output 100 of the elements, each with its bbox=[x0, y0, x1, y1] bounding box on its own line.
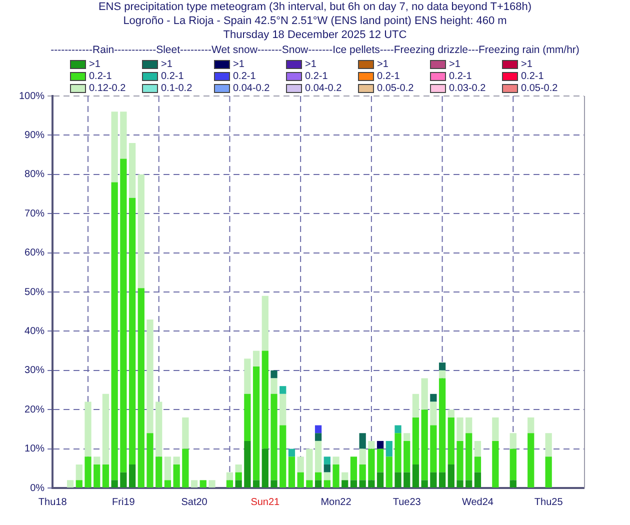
bar bbox=[111, 112, 118, 182]
bar bbox=[466, 417, 472, 434]
bar bbox=[448, 410, 454, 418]
legend-label: 0.12-0.2 bbox=[89, 82, 126, 94]
bar bbox=[280, 425, 286, 488]
legend-label: >1 bbox=[305, 58, 316, 70]
bar bbox=[466, 480, 472, 488]
bar bbox=[262, 448, 268, 488]
y-tick-label: 10% bbox=[24, 444, 45, 455]
bar bbox=[280, 386, 286, 394]
bar bbox=[288, 448, 296, 457]
bar bbox=[430, 425, 437, 472]
bar bbox=[262, 296, 268, 351]
bar bbox=[324, 472, 330, 480]
bar bbox=[332, 456, 340, 464]
x-tick-label: Mon22 bbox=[320, 496, 352, 508]
bar bbox=[368, 440, 375, 449]
bar bbox=[376, 448, 384, 472]
bar bbox=[394, 433, 402, 472]
legend-label: 0.05-0.2 bbox=[521, 82, 558, 94]
bar bbox=[262, 350, 268, 449]
bar bbox=[438, 472, 446, 488]
bar bbox=[421, 378, 428, 410]
bar bbox=[421, 480, 428, 488]
bar bbox=[173, 464, 180, 488]
bar bbox=[474, 456, 482, 472]
legend-label: >1 bbox=[377, 58, 388, 70]
bar bbox=[120, 112, 127, 159]
bar bbox=[270, 394, 278, 480]
legend-label: >1 bbox=[233, 58, 244, 70]
bar bbox=[66, 480, 74, 488]
bar bbox=[448, 417, 454, 464]
bar bbox=[342, 480, 348, 488]
legend-label: 0.2-1 bbox=[521, 70, 544, 82]
bar bbox=[156, 402, 162, 457]
bar bbox=[510, 448, 516, 480]
bar bbox=[190, 480, 198, 488]
legend-label: 0.2-1 bbox=[161, 70, 184, 82]
bar bbox=[314, 480, 322, 488]
bar bbox=[510, 480, 516, 488]
y-tick-label: 100% bbox=[19, 90, 45, 102]
bar bbox=[412, 394, 420, 418]
bar bbox=[528, 417, 534, 434]
bar bbox=[200, 480, 206, 488]
legend-label: 0.1-0.2 bbox=[161, 82, 192, 94]
chart-title: ENS precipitation type meteogram (3h interval, but 6h on day 7, no data beyond T+168h) bbox=[97, 0, 533, 14]
bar bbox=[324, 456, 330, 464]
bar bbox=[226, 472, 234, 480]
bar bbox=[306, 448, 313, 480]
bar bbox=[359, 464, 366, 480]
bar bbox=[270, 378, 278, 394]
bar bbox=[84, 402, 92, 457]
bar bbox=[404, 440, 410, 472]
bar bbox=[368, 480, 375, 488]
bar bbox=[182, 448, 189, 488]
bar bbox=[430, 472, 437, 488]
x-tick-label: Wed24 bbox=[462, 496, 494, 508]
bar bbox=[164, 456, 172, 480]
bar bbox=[270, 480, 278, 488]
legend-label: 0.2-1 bbox=[377, 70, 400, 82]
bar bbox=[270, 370, 278, 378]
bar bbox=[138, 174, 144, 288]
bar bbox=[545, 456, 552, 488]
bar bbox=[456, 440, 464, 480]
x-tick-label: Fri19 bbox=[112, 496, 136, 508]
bar bbox=[235, 464, 242, 472]
bar bbox=[394, 425, 402, 434]
bar bbox=[359, 433, 366, 449]
legend-label: 0.04-0.2 bbox=[305, 82, 342, 94]
bar bbox=[146, 319, 154, 434]
legend-label: >1 bbox=[449, 58, 460, 70]
x-tick-label: Sat20 bbox=[181, 496, 208, 508]
bar bbox=[252, 366, 260, 480]
bar bbox=[111, 182, 118, 480]
bar bbox=[76, 464, 82, 480]
bar bbox=[164, 480, 172, 488]
bar bbox=[182, 417, 189, 449]
bar bbox=[430, 402, 437, 426]
bar bbox=[492, 417, 499, 441]
bar bbox=[386, 456, 392, 488]
legend-label: 0.05-0.2 bbox=[377, 82, 414, 94]
bar bbox=[252, 350, 260, 366]
y-tick-label: 50% bbox=[24, 286, 45, 298]
bar bbox=[448, 464, 454, 488]
bar bbox=[288, 456, 296, 488]
chart-subtitle: Logroño - La Rioja - Spain 42.5°N 2.51°W (ENS land point) ENS height: 460 m Thursday 18 December 2025 12 UTC bbox=[122, 14, 508, 42]
bar bbox=[324, 480, 330, 488]
bar bbox=[280, 394, 286, 426]
bar bbox=[412, 417, 420, 464]
bar bbox=[324, 464, 330, 472]
bar bbox=[359, 480, 366, 488]
bar bbox=[138, 288, 144, 488]
bar bbox=[252, 480, 260, 488]
legend-label: 0.2-1 bbox=[233, 70, 256, 82]
bar bbox=[386, 440, 392, 457]
bar bbox=[438, 362, 446, 370]
legend-label: 0.04-0.2 bbox=[233, 82, 270, 94]
legend-label: 0.2-1 bbox=[89, 70, 112, 82]
bar bbox=[146, 433, 154, 488]
x-tick-label: Thu18 bbox=[38, 496, 68, 508]
